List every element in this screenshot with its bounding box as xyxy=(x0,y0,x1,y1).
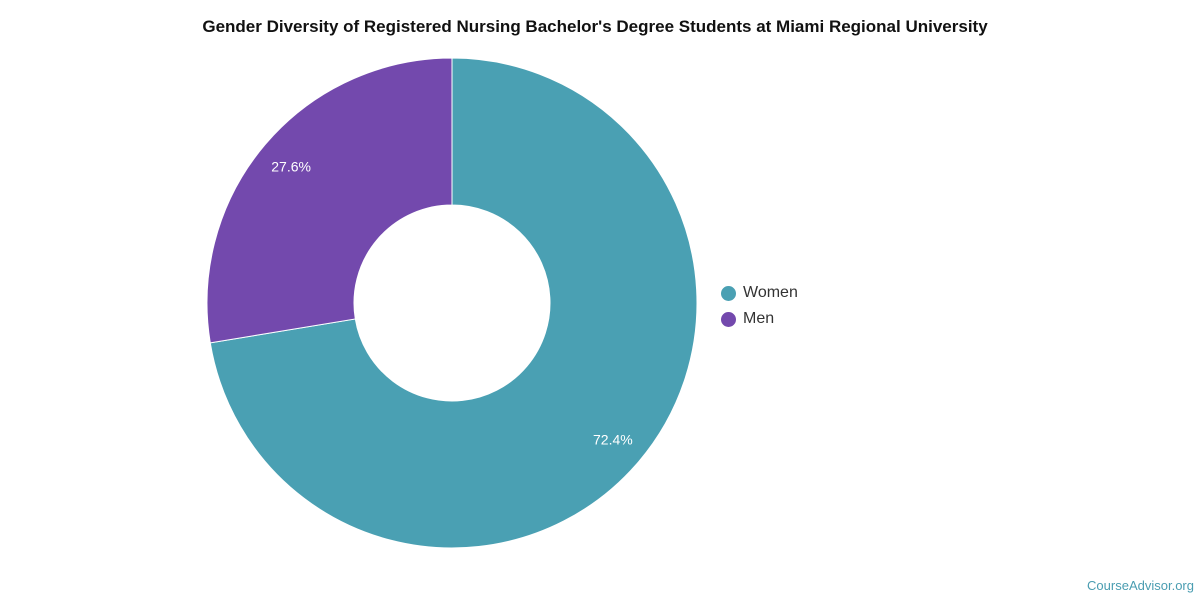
slice-men[interactable] xyxy=(206,57,453,344)
legend-label-women: Women xyxy=(743,284,798,301)
legend-swatch-women xyxy=(721,285,736,301)
chart-title: Gender Diversity of Registered Nursing B… xyxy=(202,17,988,36)
legend: Women Men xyxy=(721,280,798,332)
legend-label-men: Men xyxy=(743,310,775,327)
legend-item-men[interactable]: Men xyxy=(721,306,798,332)
data-label-women: 72.4% xyxy=(593,432,633,448)
legend-item-women[interactable]: Women xyxy=(721,280,798,306)
slice-women[interactable] xyxy=(209,57,698,549)
watermark-link[interactable]: CourseAdvisor.org xyxy=(1087,578,1194,593)
data-label-men: 27.6% xyxy=(271,158,311,174)
legend-swatch-men xyxy=(721,311,736,327)
